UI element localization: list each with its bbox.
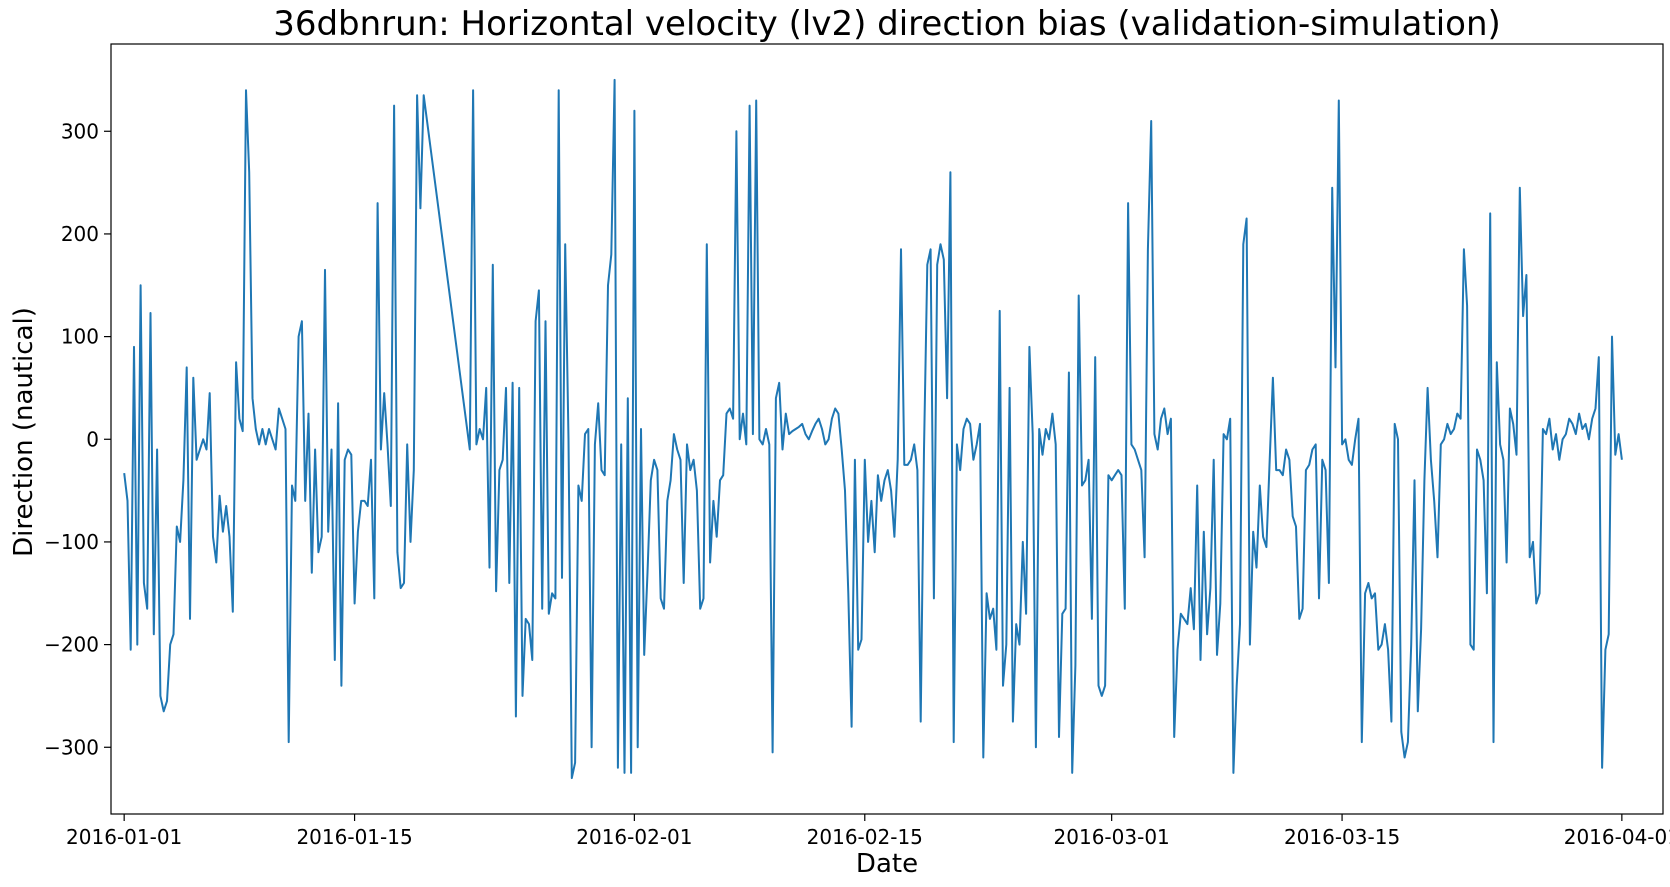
x-tick-label: 2016-02-15 xyxy=(807,825,923,849)
chart-title: 36dbnrun: Horizontal velocity (lv2) dire… xyxy=(273,4,1501,44)
x-tick-label: 2016-03-15 xyxy=(1284,825,1400,849)
x-tick-label: 2016-01-01 xyxy=(66,825,182,849)
x-tick-label: 2016-02-01 xyxy=(576,825,692,849)
y-tick-label: 300 xyxy=(61,119,99,143)
y-tick-label: −300 xyxy=(44,735,99,759)
y-tick-label: 100 xyxy=(61,325,99,349)
y-tick-label: 200 xyxy=(61,222,99,246)
x-tick-label: 2016-04-01 xyxy=(1564,825,1670,849)
y-axis-label: Direction (nautical) xyxy=(9,307,39,557)
x-tick-label: 2016-03-01 xyxy=(1054,825,1170,849)
y-tick-label: −200 xyxy=(44,633,99,657)
x-tick-label: 2016-01-15 xyxy=(296,825,412,849)
y-tick-label: −100 xyxy=(44,530,99,554)
y-tick-label: 0 xyxy=(86,427,99,451)
x-axis-label: Date xyxy=(856,849,918,879)
